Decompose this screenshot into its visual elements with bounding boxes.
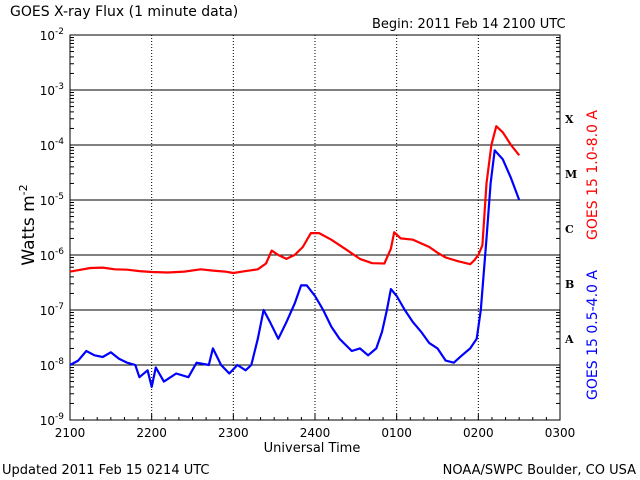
x-tick-label: 0200 [463,426,494,440]
x-tick-label: 2400 [300,426,331,440]
y-tick-label: 10-6 [40,247,65,263]
series-long-line [69,125,521,275]
y-axis-label-group: Watts m-2 [17,184,39,265]
x-axis-label: Universal Time [264,441,361,456]
y-axis-label: Watts m-2 [17,184,39,265]
flare-class-label: X [565,113,574,126]
y-tick-label: 10-3 [40,82,64,98]
x-tick-label: 2200 [136,426,167,440]
y-tick-label: 10-5 [40,192,64,208]
x-tick-label: 2300 [218,426,249,440]
y-axis-label-text: Watts m [19,195,39,265]
credit-label: NOAA/SWPC Boulder, CO USA [443,463,636,478]
series-short-line [69,149,521,388]
y-tick-label: 10-9 [40,412,65,428]
y-tick-label: 10-7 [40,302,64,318]
flare-class-label: C [565,223,574,236]
chart-title: GOES X-ray Flux (1 minute data) [10,4,238,20]
legend-series-short: GOES 15 0.5-4.0 A [585,270,601,400]
x-tick-label: 0100 [381,426,412,440]
legend-series-long: GOES 15 1.0-8.0 A [585,110,601,240]
y-axis-label-sup: -2 [17,184,30,195]
legend-blue-group: GOES 15 0.5-4.0 A [585,270,601,400]
begin-label: Begin: 2011 Feb 14 2100 UTC [372,17,566,32]
flare-class-label: B [565,278,574,291]
y-tick-label: 10-4 [40,137,65,153]
flare-class-label: M [565,168,577,181]
updated-label: Updated 2011 Feb 15 0214 UTC [2,463,210,478]
x-tick-label: 2100 [55,426,86,440]
flare-class-label: A [564,333,574,346]
y-tick-label: 10-8 [40,357,65,373]
y-tick-label: 10-2 [40,27,64,43]
x-tick-label: 0300 [545,426,576,440]
legend-red-group: GOES 15 1.0-8.0 A [585,110,601,240]
